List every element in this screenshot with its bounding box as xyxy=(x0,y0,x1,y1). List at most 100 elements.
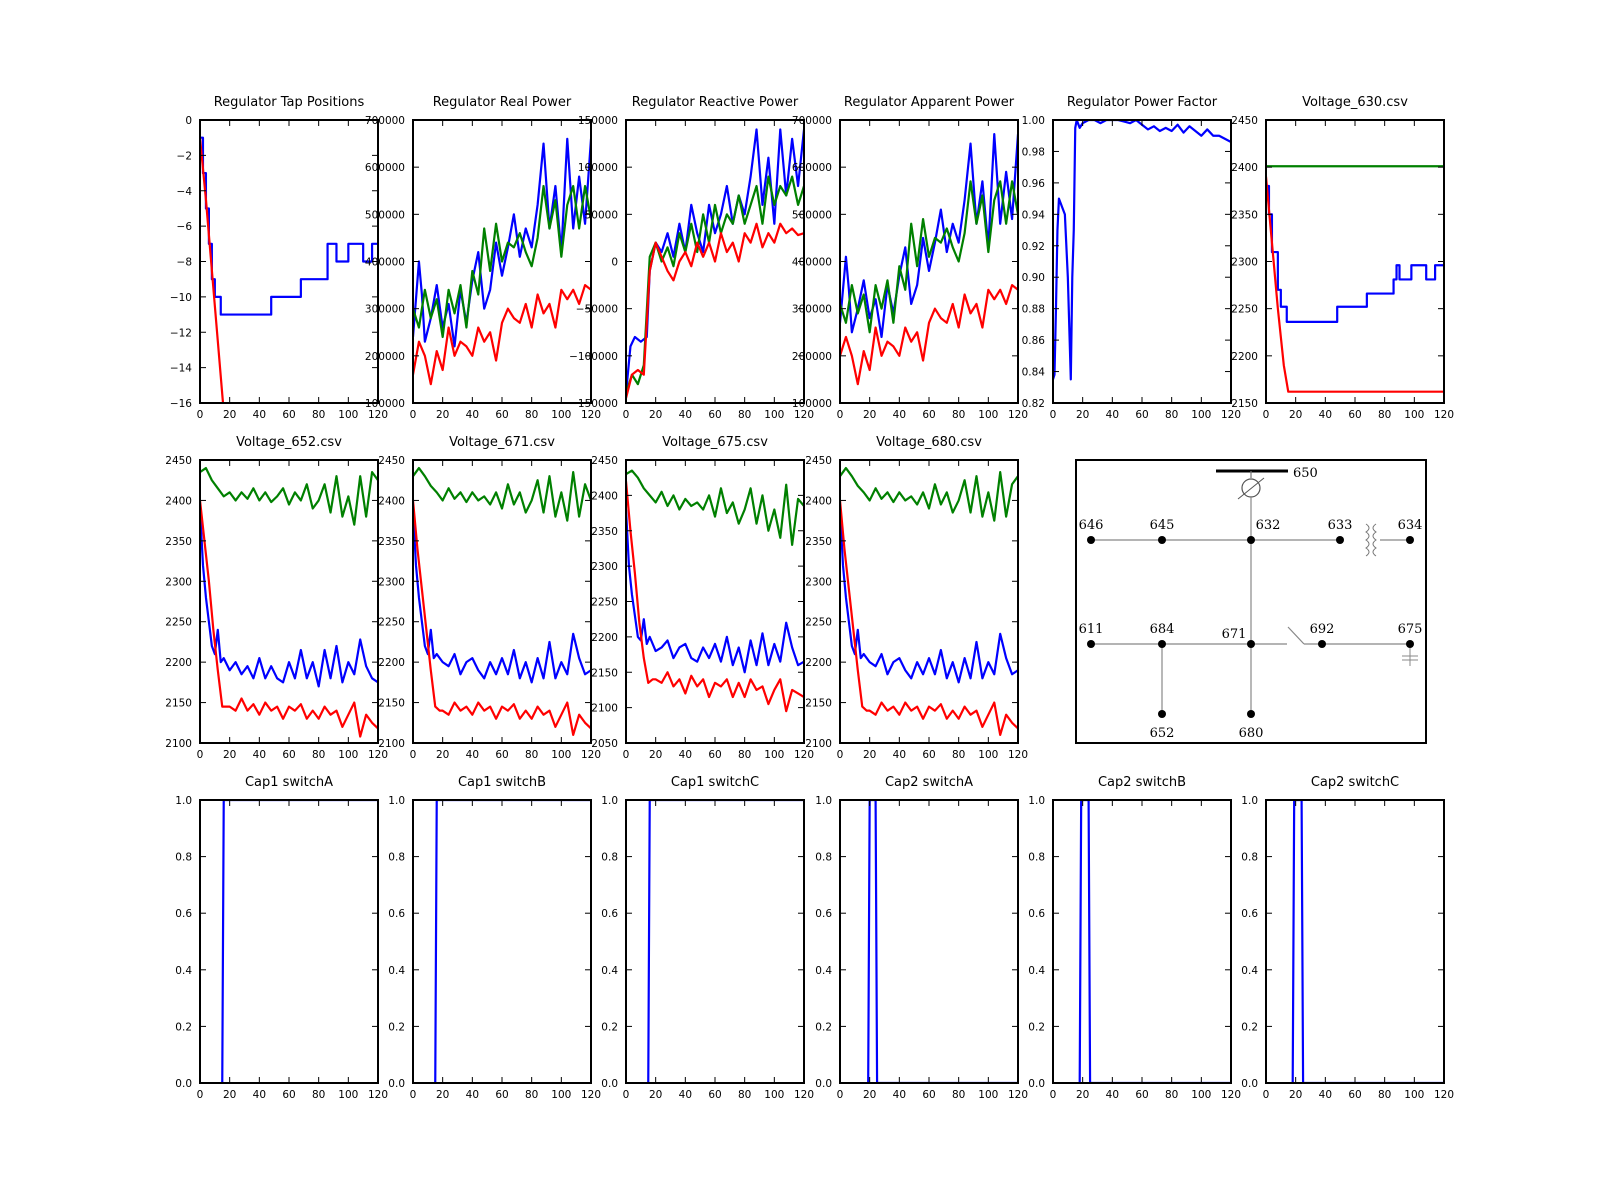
x-tick-label: 60 xyxy=(922,1089,935,1101)
y-tick-label: 0.86 xyxy=(1022,335,1046,347)
x-tick-label: 60 xyxy=(1135,1089,1148,1101)
y-tick-label: 2150 xyxy=(1231,398,1258,410)
x-tick-label: 100 xyxy=(551,1089,571,1101)
series-line-green xyxy=(840,466,1018,522)
node-692-dot xyxy=(1318,640,1326,648)
x-tick-label: 120 xyxy=(368,749,388,761)
x-tick-label: 20 xyxy=(223,749,236,761)
y-tick-label: −4 xyxy=(177,186,193,198)
x-tick-label: 60 xyxy=(1348,1089,1361,1101)
y-tick-label: 0.4 xyxy=(1028,965,1045,977)
y-tick-label: 2450 xyxy=(805,455,832,467)
x-tick-label: 80 xyxy=(525,409,538,421)
y-tick-label: 400000 xyxy=(365,257,405,269)
node-634-dot xyxy=(1406,536,1414,544)
chart-title: Cap2 switchC xyxy=(1311,775,1399,790)
axes-frame xyxy=(412,799,592,1084)
y-tick-label: −14 xyxy=(170,363,192,375)
x-tick-label: 60 xyxy=(495,1089,508,1101)
axes-frame xyxy=(839,799,1019,1084)
chart-v671: Voltage_671.csv 0 20 40 60 80 100 120 2450 2400 23… xyxy=(378,435,601,761)
x-tick-label: 0 xyxy=(837,749,844,761)
y-tick-label: 400000 xyxy=(792,257,832,269)
y-tick-label: 1.0 xyxy=(1028,795,1045,807)
node-632-dot xyxy=(1247,536,1255,544)
chart-title: Cap1 switchC xyxy=(671,775,759,790)
axes-frame xyxy=(839,119,1019,404)
x-tick-label: 20 xyxy=(1076,1089,1089,1101)
series-line-blue xyxy=(626,509,804,674)
axes-frame xyxy=(1265,799,1445,1084)
series-line-green xyxy=(413,184,591,339)
y-tick-label: 2200 xyxy=(165,657,192,669)
y-tick-label: 2200 xyxy=(591,632,618,644)
y-tick-label: 2300 xyxy=(591,561,618,573)
chart-title: Cap1 switchB xyxy=(458,775,546,790)
chart-v675: Voltage_675.csv 0 20 40 60 80 100 120 2450 2400 23… xyxy=(591,435,814,761)
y-tick-label: 0.0 xyxy=(1241,1078,1258,1090)
series-line-green xyxy=(413,466,591,522)
chart-title: Regulator Reactive Power xyxy=(632,95,799,110)
axes-frame xyxy=(199,459,379,744)
node-645-label: 645 xyxy=(1150,518,1175,533)
series-line-blue xyxy=(1266,184,1444,323)
x-tick-label: 40 xyxy=(679,749,692,761)
y-tick-label: 200000 xyxy=(792,351,832,363)
node-611-dot xyxy=(1087,640,1095,648)
y-tick-label: 2100 xyxy=(165,738,192,750)
diagram-frame xyxy=(1075,459,1427,744)
x-tick-label: 120 xyxy=(794,1089,814,1101)
x-tick-label: 100 xyxy=(978,749,998,761)
y-tick-label: 2150 xyxy=(165,698,192,710)
y-tick-label: 700000 xyxy=(792,115,832,127)
y-tick-label: 600000 xyxy=(365,162,405,174)
y-tick-label: 0.8 xyxy=(1241,852,1258,864)
chart-reg-pf: Regulator Power Factor 0 20 40 60 80 100 120 1.0… xyxy=(1022,95,1241,421)
x-tick-label: 20 xyxy=(863,1089,876,1101)
x-tick-label: 100 xyxy=(551,409,571,421)
y-tick-label: 1.0 xyxy=(815,795,832,807)
x-tick-label: 80 xyxy=(1378,1089,1391,1101)
y-tick-label: 2300 xyxy=(1231,257,1258,269)
regulator-arrow xyxy=(1237,477,1265,500)
y-tick-label: 2150 xyxy=(378,698,405,710)
x-tick-label: 80 xyxy=(1165,409,1178,421)
y-tick-label: 2400 xyxy=(591,490,618,502)
y-tick-label: 0.4 xyxy=(388,965,405,977)
y-tick-label: 1.0 xyxy=(601,795,618,807)
x-tick-label: 100 xyxy=(338,749,358,761)
y-tick-label: 0.6 xyxy=(601,908,618,920)
node-611-label: 611 xyxy=(1079,622,1104,637)
x-tick-label: 60 xyxy=(282,749,295,761)
chart-v630: Voltage_630.csv 0 20 40 60 80 100 120 2450 2400 23… xyxy=(1231,95,1454,421)
y-tick-label: 0.2 xyxy=(601,1021,618,1033)
x-tick-label: 60 xyxy=(1348,409,1361,421)
x-tick-label: 60 xyxy=(495,749,508,761)
y-tick-label: 2250 xyxy=(165,617,192,629)
x-tick-label: 40 xyxy=(1319,1089,1332,1101)
x-tick-label: 100 xyxy=(338,1089,358,1101)
y-tick-label: −2 xyxy=(177,150,192,162)
x-tick-label: 80 xyxy=(312,749,325,761)
y-tick-label: 500000 xyxy=(365,209,405,221)
y-tick-label: 0.6 xyxy=(815,908,832,920)
y-tick-label: 2350 xyxy=(165,536,192,548)
x-tick-label: 100 xyxy=(764,1089,784,1101)
x-tick-label: 20 xyxy=(1289,409,1302,421)
y-tick-label: 2450 xyxy=(378,455,405,467)
chart-reg-real: Regulator Real Power 0 20 40 60 80 100 120 70000… xyxy=(365,95,601,421)
axes-frame xyxy=(1052,799,1232,1084)
x-tick-label: 20 xyxy=(223,409,236,421)
y-tick-label: −150000 xyxy=(569,398,618,410)
x-tick-label: 0 xyxy=(623,409,630,421)
y-tick-label: 0.96 xyxy=(1022,178,1046,190)
x-tick-label: 20 xyxy=(436,1089,449,1101)
x-tick-label: 40 xyxy=(253,409,266,421)
y-tick-label: 100000 xyxy=(365,398,405,410)
y-tick-label: 0.82 xyxy=(1022,398,1045,410)
x-tick-label: 120 xyxy=(1221,1089,1241,1101)
x-tick-label: 120 xyxy=(581,1089,601,1101)
x-tick-label: 0 xyxy=(1050,409,1057,421)
series-line-red xyxy=(413,500,591,737)
